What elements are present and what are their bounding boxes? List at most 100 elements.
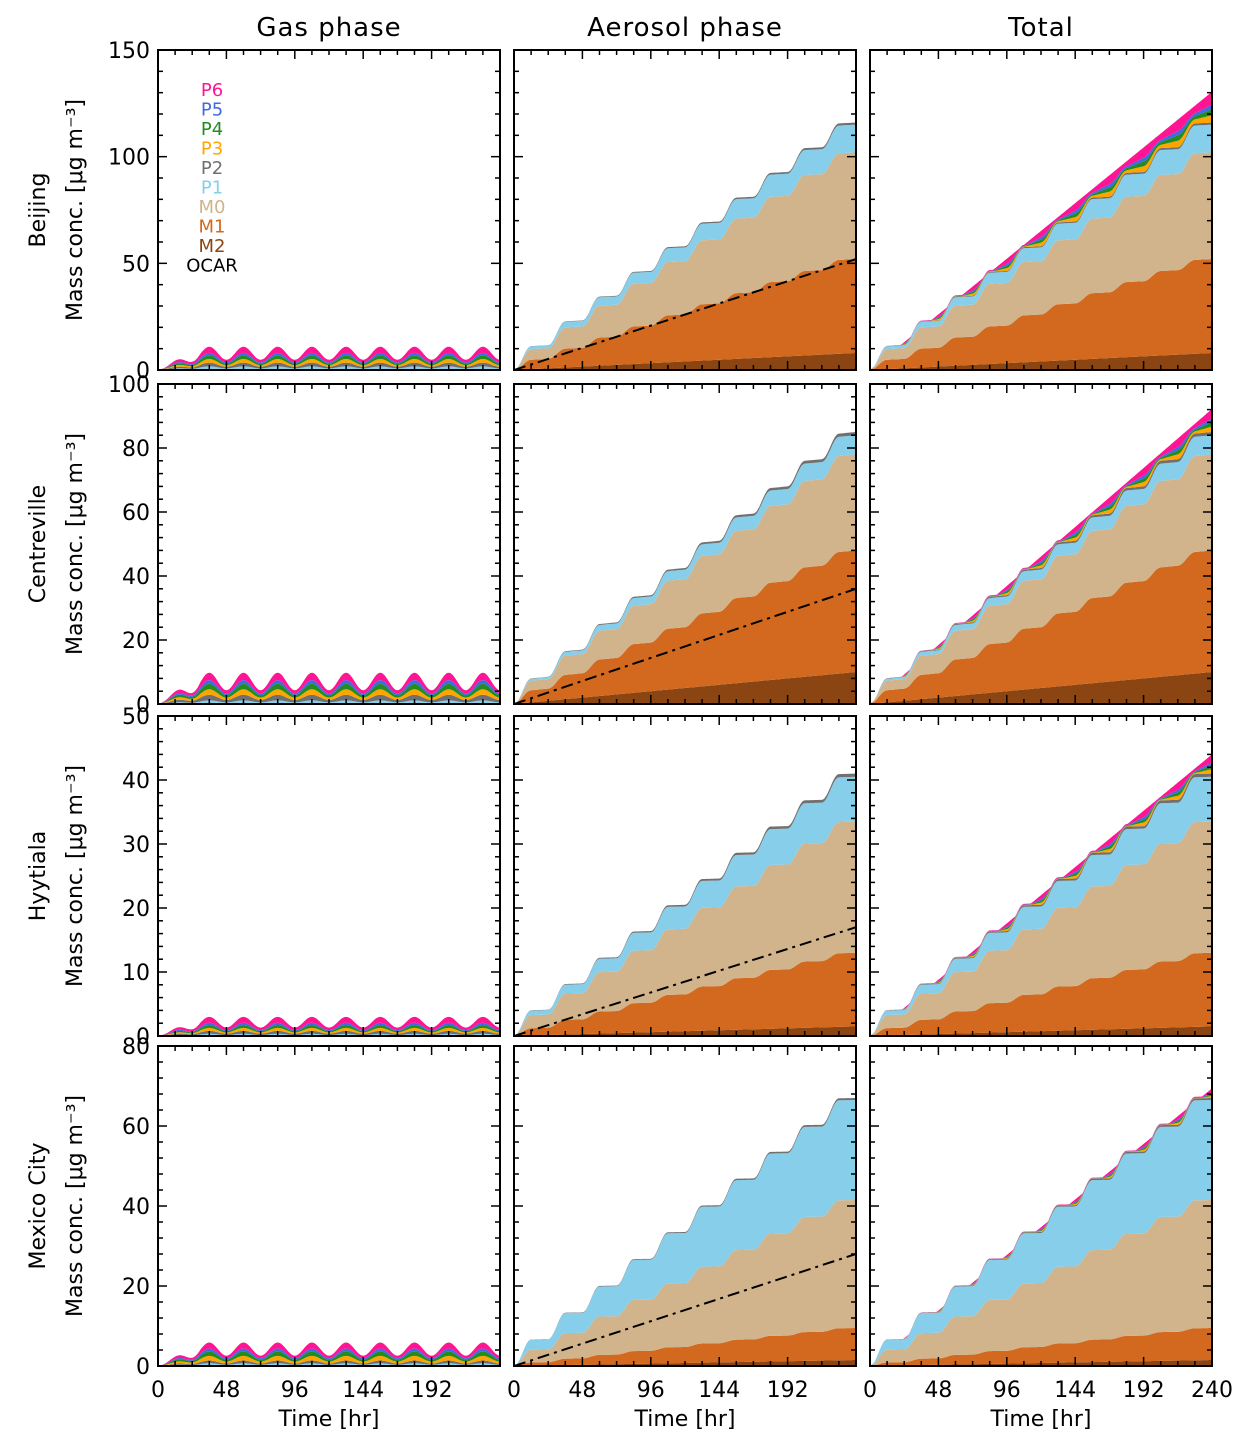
area-P4-0-2 (870, 109, 1212, 370)
area-P3-2-2 (870, 769, 1212, 1036)
area-P6-3-2 (870, 1088, 1212, 1366)
area-P6-0-2 (870, 91, 1212, 370)
area-P4-2-0 (158, 1024, 500, 1036)
xtick-label-1-0: 0 (507, 1378, 521, 1403)
ytick-label-0-1: 50 (122, 252, 150, 277)
area-P3-1-0 (158, 689, 500, 704)
column-title-1: Aerosol phase (587, 13, 783, 43)
legend-entry-M2: M2 (199, 236, 226, 257)
ytick-label-3-4: 80 (122, 1035, 150, 1060)
legend-entry-M0: M0 (199, 197, 226, 218)
area-P6-2-0 (158, 1016, 500, 1036)
area-P4-3-0 (158, 1351, 500, 1366)
area-P4-0-0 (158, 355, 500, 370)
panel-2-2 (869, 715, 1213, 1037)
xlabel-0: Time [hr] (278, 1407, 380, 1432)
legend-entry-P2: P2 (201, 158, 223, 179)
column-title-0: Gas phase (256, 13, 401, 43)
ytick-label-3-2: 40 (122, 1195, 150, 1220)
ytick-label-3-1: 20 (122, 1275, 150, 1300)
ylabel-0: Mass conc. [μg m⁻³] (63, 99, 88, 321)
ytick-label-2-0: 0 (136, 1025, 150, 1050)
panel-frame-1-0 (157, 383, 501, 705)
area-P4-3-2 (870, 1093, 1212, 1366)
area-M1-0-2 (870, 259, 1212, 370)
area-P6-2-2 (870, 754, 1212, 1036)
panel-1-2 (869, 383, 1213, 705)
legend-entry-P4: P4 (201, 119, 223, 140)
panel-3-1 (513, 1045, 857, 1367)
xlabel-2: Time [hr] (990, 1407, 1092, 1432)
panel-1-1 (513, 383, 857, 705)
area-P1-0-2 (870, 124, 1212, 370)
area-P6-3-0 (158, 1342, 500, 1366)
legend-entry-P5: P5 (201, 100, 223, 121)
panel-2-1 (513, 715, 857, 1037)
area-P6-0-0 (158, 346, 500, 370)
xtick-label-0-1: 48 (212, 1378, 240, 1403)
panel-3-2 (869, 1045, 1213, 1367)
xtick-label-2-2: 96 (993, 1378, 1021, 1403)
ocar-line-3 (514, 1253, 856, 1366)
panel-0-1 (513, 49, 857, 371)
xtick-label-1-2: 96 (637, 1378, 665, 1403)
xtick-label-0-2: 96 (281, 1378, 309, 1403)
legend-entry-P1: P1 (201, 178, 223, 199)
xtick-label-2-1: 48 (924, 1378, 952, 1403)
xtick-label-0-3: 144 (342, 1378, 384, 1403)
area-P3-0-0 (158, 358, 500, 370)
ytick-label-0-3: 150 (108, 39, 150, 64)
area-P2-0-0 (158, 362, 500, 370)
xtick-label-0-4: 192 (411, 1378, 453, 1403)
row-label-0: Beijing (26, 173, 51, 248)
xtick-label-0-0: 0 (151, 1378, 165, 1403)
xlabel-1: Time [hr] (634, 1407, 736, 1432)
legend-entry-M1: M1 (199, 217, 226, 238)
ytick-label-2-1: 10 (122, 961, 150, 986)
xtick-label-1-1: 48 (568, 1378, 596, 1403)
column-title-2: Total (1007, 13, 1074, 43)
area-P2-2-1 (514, 773, 856, 1036)
legend-entry-OCAR: OCAR (186, 256, 238, 277)
ytick-label-1-5: 100 (108, 373, 150, 398)
row-label-2: Hyytiala (26, 831, 51, 921)
xtick-label-2-3: 144 (1054, 1378, 1096, 1403)
area-P5-0-2 (870, 104, 1212, 370)
ytick-label-3-0: 0 (136, 1355, 150, 1380)
ytick-label-0-0: 0 (136, 359, 150, 384)
panel-frame-3-0 (157, 1045, 501, 1367)
legend-entry-P3: P3 (201, 139, 223, 160)
ocar-line-1 (514, 587, 856, 704)
panel-0-2 (869, 49, 1213, 371)
xtick-label-2-5: 240 (1191, 1378, 1233, 1403)
ytick-label-1-0: 0 (136, 693, 150, 718)
xtick-label-1-4: 192 (767, 1378, 809, 1403)
panel-3-0 (157, 1045, 501, 1367)
xtick-label-2-4: 192 (1123, 1378, 1165, 1403)
ocar-line-0 (514, 258, 856, 370)
ytick-label-0-2: 100 (108, 146, 150, 171)
ylabel-2: Mass conc. [μg m⁻³] (63, 765, 88, 987)
panel-1-0 (157, 383, 501, 705)
ytick-label-2-5: 50 (122, 705, 150, 730)
area-P1-0-1 (514, 124, 856, 370)
area-P3-3-2 (870, 1095, 1212, 1366)
ytick-label-3-3: 60 (122, 1115, 150, 1140)
area-P2-0-2 (870, 122, 1212, 370)
ytick-label-1-1: 20 (122, 629, 150, 654)
ytick-label-1-3: 60 (122, 501, 150, 526)
area-P2-1-1 (514, 432, 856, 704)
legend-entry-P6: P6 (201, 80, 223, 101)
panel-2-0 (157, 715, 501, 1037)
area-P2-1-0 (158, 694, 500, 704)
panel-frame-2-0 (157, 715, 501, 1037)
panel-0-0 (157, 49, 501, 371)
area-P2-0-1 (514, 122, 856, 370)
area-P3-3-0 (158, 1355, 500, 1366)
area-P4-2-2 (870, 765, 1212, 1036)
area-P2-3-1 (514, 1098, 856, 1366)
ytick-label-2-4: 40 (122, 769, 150, 794)
area-P3-2-0 (158, 1027, 500, 1036)
